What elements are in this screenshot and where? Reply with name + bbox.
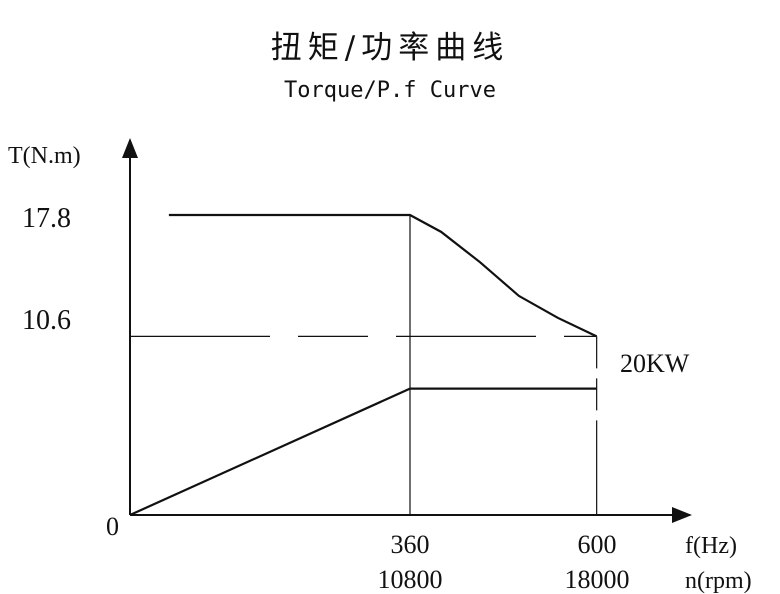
y-axis-label: T(N.m) [8,143,81,169]
x-tick-label-600-hz: 600 [578,530,617,559]
power-label: 20KW [620,349,690,378]
y-tick-label-17-8: 17.8 [22,203,71,234]
chart-title: 扭矩/功率曲线 [270,30,510,66]
x-tick-label-18000-rpm: 18000 [565,565,630,594]
x-tick-label-10800-rpm: 10800 [378,565,443,594]
series-line-torque [168,213,598,338]
origin-label: 0 [106,512,119,541]
x-tick-label-360-hz: 360 [391,530,430,559]
chart-subtitle: Torque/P.f Curve [284,78,496,103]
y-tick-label-10-6: 10.6 [22,305,71,336]
series-group [129,213,598,517]
reference-lines [130,215,598,515]
x-axis-label-n: n(rpm) [685,568,752,594]
series-line-power [129,387,597,517]
x-axis-label-f: f(Hz) [685,533,737,559]
